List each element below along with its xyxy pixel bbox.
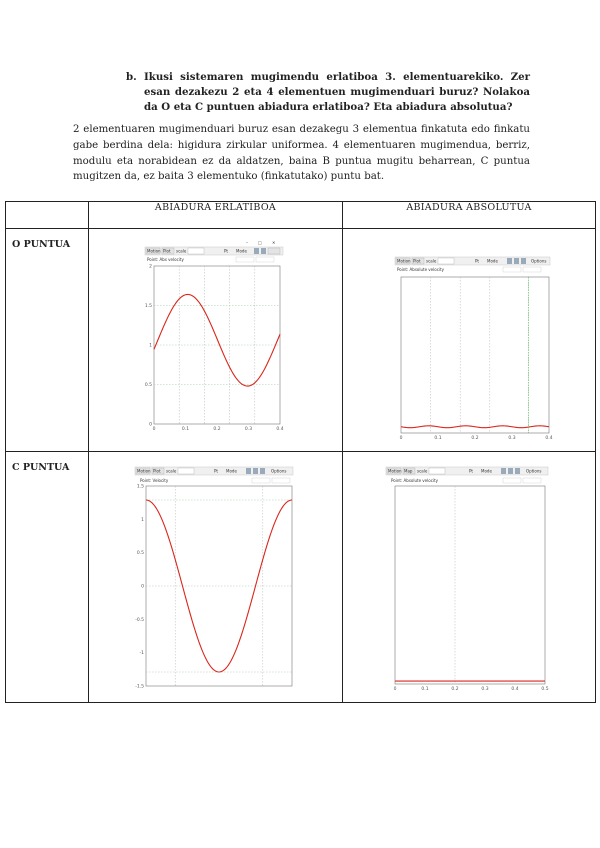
plot-frame	[394, 485, 546, 685]
tb-icon-2	[261, 248, 266, 254]
x-tick-label: 0.3	[245, 426, 252, 432]
o-rel-plot-area: 2 1.5 1 0.5 00 0.1 0.2 0.3 0.4	[145, 264, 284, 433]
x-tick-label: 0	[153, 426, 156, 432]
chart-o-absolute: Motion Plot scale Pt Mode Options Point:…	[393, 255, 553, 445]
chart-c-rel-title: Point: Velocity	[140, 478, 169, 483]
tb-scale: scale	[176, 249, 187, 254]
x-tick-label: 0.1	[434, 435, 441, 441]
plot-frame	[400, 276, 550, 434]
velocity-curve	[145, 499, 293, 673]
y-tick-label: -1.5	[135, 684, 144, 690]
y-tick-label: 1	[149, 343, 152, 349]
x-tick-label: 0.1	[421, 686, 428, 692]
table-header-row: ABIADURA ERLATIBOA ABIADURA ABSOLUTUA	[5, 201, 596, 229]
tb-mode: Mode	[487, 259, 498, 264]
tb-options: Options	[531, 259, 546, 264]
y-tick-label: 0.5	[137, 550, 144, 556]
tb-options	[267, 247, 281, 255]
tb-scale: scale	[426, 259, 437, 264]
y-tick-label: 0.5	[145, 382, 152, 388]
close-icon: ✕	[272, 240, 275, 245]
restore-icon: □	[258, 240, 262, 245]
tb-pt: Pt	[475, 259, 479, 264]
minimize-icon: –	[246, 240, 248, 245]
x-tick-label: 0	[394, 686, 397, 692]
tb-pt: Pt	[224, 249, 228, 254]
chart-c-relative: Motion Plot scale Pt Mode Options Point:…	[134, 466, 294, 694]
cell-o-absolute: Motion Plot scale Pt Mode Options Point:…	[342, 228, 596, 452]
row-label-c-point: C PUNTUA	[5, 451, 89, 703]
c-rel-plot-area: 1.5 1 0.5 0 -0.5 -1 -1.5	[135, 484, 293, 690]
chart-c-absolute: Motion Map scale Pt Mode Options Point: …	[385, 466, 550, 694]
cell-c-relative: Motion Plot scale Pt Mode Options Point:…	[88, 451, 343, 703]
tb-pt: Pt	[469, 469, 473, 474]
velocity-curve	[153, 293, 281, 387]
table-row-c: C PUNTUA Motion Plot scale Pt Mode	[5, 451, 596, 703]
x-tick-label: 0.2	[471, 435, 478, 441]
tb-mode: Mode	[481, 469, 492, 474]
x-tick-label: 0.1	[182, 426, 189, 432]
y-tick-label: 1	[141, 517, 144, 523]
header-relative-velocity: ABIADURA ERLATIBOA	[88, 201, 343, 229]
chart-o-relative: – □ ✕ Motion Plot scale Pt Mode Point: A…	[144, 238, 284, 434]
c-abs-plot-area: 0 0.1 0.2 0.3 0.4 0.5	[394, 485, 549, 692]
y-tick-label: 1.5	[137, 484, 144, 490]
velocity-curve	[400, 425, 550, 429]
x-tick-label: 0.3	[481, 686, 488, 692]
tb-options: Options	[271, 469, 286, 474]
tb-motion: Motion	[137, 469, 151, 474]
question-marker: b.	[126, 71, 137, 83]
y-tick-label: 0	[149, 422, 152, 428]
tb-pt: Pt	[214, 469, 218, 474]
x-tick-label: 0.2	[213, 426, 220, 432]
x-tick-label: 0.2	[451, 686, 458, 692]
tb-scale: scale	[417, 469, 428, 474]
chart-o-rel-title: Point: Abs velocity	[147, 257, 184, 262]
chart-c-relative-screenshot: Motion Plot scale Pt Mode Options Point:…	[134, 466, 294, 694]
x-tick-label: 0.3	[508, 435, 515, 441]
tb-mode: Mode	[236, 249, 247, 254]
cell-o-relative: – □ ✕ Motion Plot scale Pt Mode Point: A…	[88, 228, 343, 452]
tb-motion: Motion	[147, 249, 161, 254]
y-tick-label: -0.5	[135, 617, 144, 623]
y-tick-label: 2	[149, 264, 152, 270]
row-label-o-point: O PUNTUA	[5, 228, 89, 452]
chart-c-absolute-screenshot: Motion Map scale Pt Mode Options Point: …	[385, 466, 550, 694]
x-tick-label: 0.5	[541, 686, 548, 692]
chart-o-absolute-screenshot: Motion Plot scale Pt Mode Options Point:…	[393, 255, 553, 445]
y-tick-label: -1	[140, 650, 145, 656]
tb-plot: Plot	[413, 259, 421, 264]
answer-paragraph: 2 elementuaren mugimenduari buruz esan d…	[73, 124, 530, 183]
tb-scale: scale	[166, 469, 177, 474]
x-tick-label: 0.4	[276, 426, 283, 432]
tb-motion: Motion	[388, 469, 402, 474]
chart-c-abs-title: Point: Absolute velocity	[391, 478, 439, 483]
tb-plot: Plot	[163, 249, 171, 254]
y-tick-label: 0	[141, 584, 144, 590]
x-tick-label: 0	[400, 435, 403, 441]
tb-icon-1	[254, 248, 259, 254]
tb-motion: Motion	[397, 259, 411, 264]
table-row-o: O PUNTUA – □ ✕ Motion Plot scale Pt Mode	[5, 228, 596, 452]
velocity-table: ABIADURA ERLATIBOA ABIADURA ABSOLUTUA O …	[5, 201, 596, 703]
tb-mode: Mode	[226, 469, 237, 474]
cell-c-absolute: Motion Map scale Pt Mode Options Point: …	[342, 451, 596, 703]
tb-plot: Plot	[153, 469, 161, 474]
header-empty	[5, 201, 89, 229]
x-tick-label: 0.4	[545, 435, 552, 441]
x-tick-label: 0.4	[511, 686, 518, 692]
tb-map: Map	[404, 469, 413, 474]
question-block: b. Ikusi sistemaren mugimendu erlatiboa …	[126, 70, 530, 115]
question-text: Ikusi sistemaren mugimendu erlatiboa 3. …	[144, 71, 530, 113]
tb-options: Options	[526, 469, 541, 474]
chart-o-relative-screenshot: – □ ✕ Motion Plot scale Pt Mode Point: A…	[144, 238, 284, 434]
tb-input	[187, 247, 205, 255]
chart-o-abs-title: Point: Absolute velocity	[397, 267, 445, 272]
y-tick-label: 1.5	[145, 303, 152, 309]
o-abs-plot-area: 0 0.1 0.2 0.3 0.4	[400, 276, 553, 441]
header-absolute-velocity: ABIADURA ABSOLUTUA	[342, 201, 596, 229]
